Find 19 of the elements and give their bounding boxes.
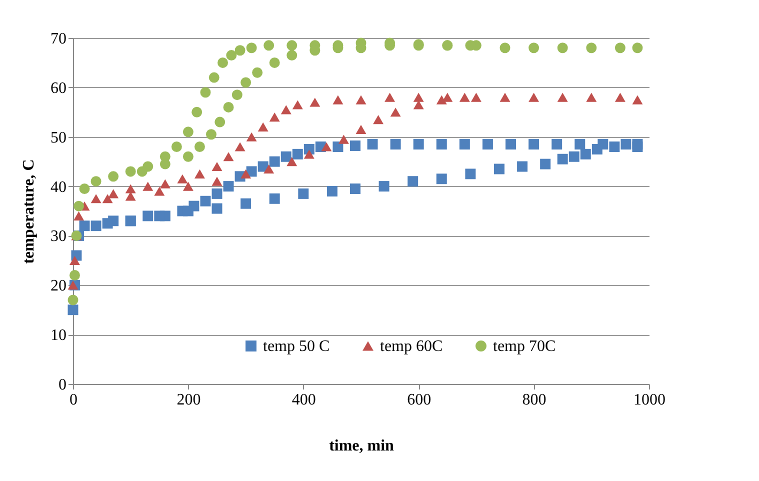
x-tick-label: 600 [407, 392, 432, 408]
y-tick-label: 50 [50, 129, 66, 146]
legend-label: temp 50 C [263, 338, 330, 355]
y-tick-label: 0 [58, 376, 66, 394]
x-axis-title: time, min [329, 438, 394, 454]
y-tick-label: 40 [50, 178, 66, 196]
y-tick-label: 10 [50, 327, 66, 344]
x-tick-label: 800 [522, 392, 546, 408]
x-tick-label: 1000 [634, 392, 666, 408]
y-tick-label: 20 [50, 278, 66, 295]
x-tick-label: 200 [176, 392, 201, 408]
y-axis-title: temperature, C [20, 159, 38, 264]
x-tick-label: 400 [292, 392, 316, 408]
y-tick-label: 60 [50, 80, 66, 97]
y-tick-label: 30 [50, 228, 66, 246]
y-tick-label: 70 [50, 30, 66, 48]
legend-label: temp 70C [493, 338, 556, 355]
legend-label: temp 60C [380, 338, 443, 355]
x-tick-label: 0 [70, 392, 78, 408]
